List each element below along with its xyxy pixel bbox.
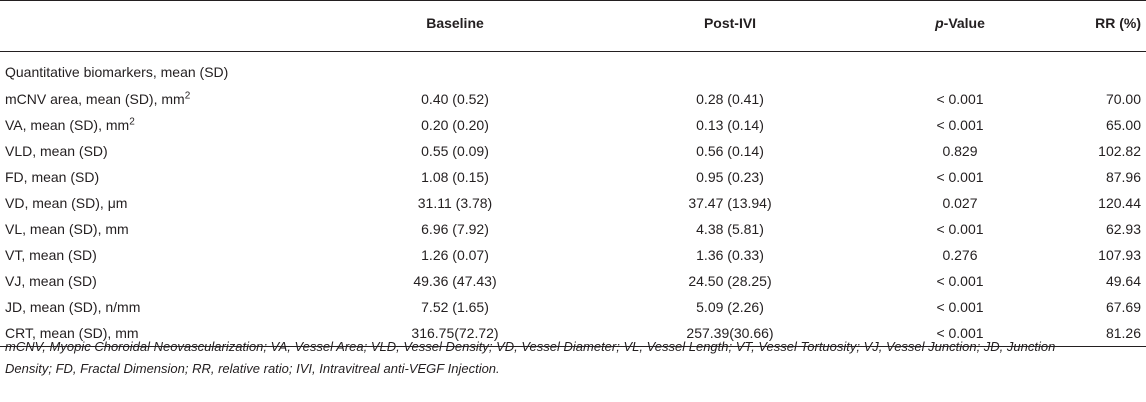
section-row: Quantitative biomarkers, mean (SD)	[0, 52, 1146, 87]
p-value: < 0.001	[936, 273, 984, 289]
rr-value: 65.00	[1105, 117, 1141, 133]
p-value: < 0.001	[936, 169, 984, 185]
rr-value: 62.93	[1105, 221, 1141, 237]
table-row: VLD, mean (SD) 0.55 (0.09) 0.56 (0.14) 0.82…	[0, 138, 1146, 164]
rr-value: 120.44	[1098, 195, 1141, 211]
table-row: VJ, mean (SD) 49.36 (47.43) 24.50 (28.25) <…	[0, 268, 1146, 294]
p-value: 0.829	[942, 143, 978, 159]
rr-value: 87.96	[1105, 169, 1141, 185]
rr-value: 107.93	[1098, 247, 1141, 263]
post-ivi-value: 0.95 (0.23)	[696, 169, 764, 185]
table-body: Quantitative biomarkers, mean (SD) mCNV …	[0, 52, 1146, 347]
post-ivi-value: 5.09 (2.26)	[696, 299, 764, 315]
post-ivi-value: 0.56 (0.14)	[696, 143, 764, 159]
post-ivi-value: 4.38 (5.81)	[696, 221, 764, 237]
table-row: VT, mean (SD) 1.26 (0.07) 1.36 (0.33) 0.276…	[0, 242, 1146, 268]
row-label: VA, mean (SD), mm2	[0, 112, 340, 138]
table-header: Baseline Post-IVI p-Value RR (%)	[0, 0, 1146, 52]
rr-value: 81.26	[1030, 320, 1146, 347]
row-label-text: mCNV area, mean (SD), mm	[5, 91, 185, 107]
row-label-text: CRT, mean (SD), mm	[5, 325, 139, 341]
row-label: CRT, mean (SD), mm	[0, 320, 340, 347]
table-row: VA, mean (SD), mm2 0.20 (0.20) 0.13 (0.14)…	[0, 112, 1146, 138]
header-post-ivi: Post-IVI	[570, 0, 890, 52]
row-label: VLD, mean (SD)	[0, 138, 340, 164]
row-label: VJ, mean (SD)	[0, 268, 340, 294]
row-label-text: VLD, mean (SD)	[5, 143, 108, 159]
row-label: FD, mean (SD)	[0, 164, 340, 190]
baseline-value: 0.55 (0.09)	[421, 143, 489, 159]
header-p-value: p-Value	[890, 0, 1030, 52]
row-label-text: VD, mean (SD), μm	[5, 195, 128, 211]
biomarker-table: Baseline Post-IVI p-Value RR (%) Quantit…	[0, 0, 1146, 347]
unit-superscript: 2	[129, 116, 135, 128]
p-value: < 0.001	[936, 117, 984, 133]
rr-value: 49.64	[1105, 273, 1141, 289]
row-label: mCNV area, mean (SD), mm2	[0, 86, 340, 112]
baseline-value: 6.96 (7.92)	[421, 221, 489, 237]
baseline-value: 0.40 (0.52)	[421, 91, 489, 107]
section-label: Quantitative biomarkers, mean (SD)	[5, 64, 229, 80]
header-p-rest: -Value	[943, 15, 985, 31]
p-value: 0.027	[942, 195, 978, 211]
footnote-line-1: mCNV, Myopic Choroidal Neovascularizatio…	[5, 339, 1056, 354]
footnote-line-2: Density; FD, Fractal Dimension; RR, rela…	[5, 361, 500, 376]
row-label: VL, mean (SD), mm	[0, 216, 340, 242]
footnote: mCNV, Myopic Choroidal Neovascularizatio…	[5, 336, 1141, 380]
header-baseline: Baseline	[340, 0, 570, 52]
row-label: VD, mean (SD), μm	[0, 190, 340, 216]
table-row: mCNV area, mean (SD), mm2 0.40 (0.52) 0.28…	[0, 86, 1146, 112]
row-label-text: VT, mean (SD)	[5, 247, 97, 263]
post-ivi-value: 24.50 (28.25)	[688, 273, 772, 289]
row-label-text: FD, mean (SD)	[5, 169, 100, 185]
table-row: JD, mean (SD), n/mm 7.52 (1.65) 5.09 (2.26…	[0, 294, 1146, 320]
row-label: JD, mean (SD), n/mm	[0, 294, 340, 320]
rr-value: 67.69	[1105, 299, 1141, 315]
post-ivi-value: 1.36 (0.33)	[696, 247, 764, 263]
post-ivi-value: 257.39(30.66)	[570, 320, 890, 347]
row-label-text: VJ, mean (SD)	[5, 273, 97, 289]
baseline-value: 1.08 (0.15)	[421, 169, 489, 185]
header-row: Baseline Post-IVI p-Value RR (%)	[0, 0, 1146, 52]
p-value: < 0.001	[936, 91, 984, 107]
baseline-value: 1.26 (0.07)	[421, 247, 489, 263]
row-label-text: VA, mean (SD), mm	[5, 117, 130, 133]
table-row: VD, mean (SD), μm 31.11 (3.78) 37.47 (13.9…	[0, 190, 1146, 216]
table-row: VL, mean (SD), mm 6.96 (7.92) 4.38 (5.81) <…	[0, 216, 1146, 242]
post-ivi-value: 37.47 (13.94)	[688, 195, 772, 211]
row-label: VT, mean (SD)	[0, 242, 340, 268]
unit-superscript: 2	[184, 90, 191, 102]
table-row: FD, mean (SD) 1.08 (0.15) 0.95 (0.23) < 0.0…	[0, 164, 1146, 190]
post-ivi-value: 0.28 (0.41)	[696, 91, 764, 107]
header-empty	[0, 0, 340, 52]
baseline-value: 316.75(72.72)	[340, 320, 570, 347]
header-rr: RR (%)	[1030, 0, 1146, 52]
row-label-text: JD, mean (SD), n/mm	[5, 299, 141, 315]
rr-value: 70.00	[1105, 91, 1141, 107]
post-ivi-value: 0.13 (0.14)	[696, 117, 764, 133]
p-value: < 0.001	[890, 320, 1030, 347]
p-value: 0.276	[942, 247, 978, 263]
p-value: < 0.001	[936, 221, 984, 237]
row-label-text: VL, mean (SD), mm	[5, 221, 129, 237]
baseline-value: 7.52 (1.65)	[421, 299, 489, 315]
baseline-value: 49.36 (47.43)	[413, 273, 497, 289]
p-value: < 0.001	[936, 299, 984, 315]
baseline-value: 0.20 (0.20)	[421, 117, 489, 133]
baseline-value: 31.11 (3.78)	[417, 195, 493, 211]
rr-value: 102.82	[1098, 143, 1141, 159]
table-row: CRT, mean (SD), mm 316.75(72.72) 257.39(30…	[0, 320, 1146, 347]
header-p-italic: p	[935, 15, 944, 31]
